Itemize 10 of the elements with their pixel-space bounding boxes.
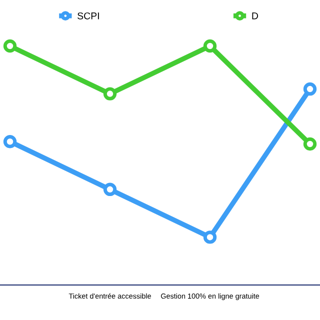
point xyxy=(303,82,317,96)
legend-label: D xyxy=(252,12,258,20)
point xyxy=(203,39,217,53)
point xyxy=(303,137,317,151)
point xyxy=(3,39,17,53)
point xyxy=(103,87,117,100)
point xyxy=(103,182,117,196)
legend-label: SCPI xyxy=(78,12,99,20)
point xyxy=(3,135,17,148)
point xyxy=(203,230,217,244)
